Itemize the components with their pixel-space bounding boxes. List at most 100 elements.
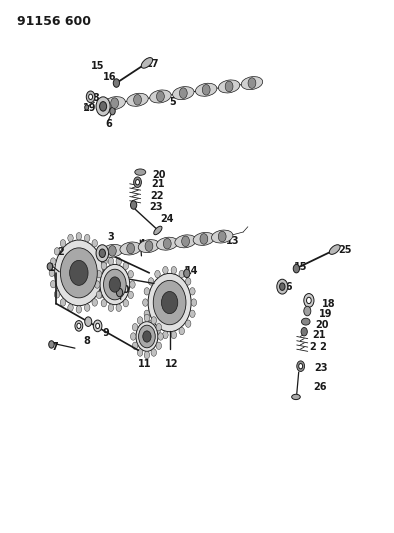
Ellipse shape [301, 318, 310, 325]
Ellipse shape [212, 230, 233, 243]
Circle shape [102, 258, 107, 265]
Ellipse shape [195, 83, 217, 96]
Circle shape [153, 280, 186, 325]
Text: 23: 23 [149, 201, 163, 212]
Ellipse shape [127, 93, 148, 106]
Ellipse shape [102, 244, 123, 257]
Circle shape [171, 266, 177, 274]
Circle shape [145, 241, 153, 252]
Text: 20: 20 [315, 320, 329, 330]
Circle shape [144, 288, 150, 295]
Text: 26: 26 [314, 382, 327, 392]
Circle shape [50, 280, 56, 288]
Circle shape [98, 248, 104, 255]
Text: 13: 13 [226, 236, 240, 246]
Circle shape [151, 349, 156, 356]
Circle shape [96, 270, 102, 278]
Circle shape [297, 361, 305, 372]
Circle shape [156, 342, 162, 350]
Circle shape [76, 232, 82, 240]
Text: 4: 4 [139, 239, 146, 249]
Circle shape [163, 331, 168, 338]
Circle shape [102, 280, 107, 288]
Circle shape [143, 299, 148, 306]
Ellipse shape [329, 245, 340, 254]
Circle shape [136, 321, 158, 351]
Ellipse shape [175, 235, 196, 248]
Circle shape [156, 324, 162, 331]
Circle shape [134, 177, 141, 188]
Circle shape [200, 233, 208, 244]
Circle shape [179, 327, 184, 335]
Text: 25: 25 [338, 245, 352, 255]
Circle shape [171, 331, 177, 338]
Circle shape [101, 300, 107, 307]
Text: 11: 11 [138, 359, 151, 369]
Text: 6: 6 [105, 119, 112, 130]
Circle shape [116, 288, 123, 297]
Circle shape [60, 239, 66, 247]
Circle shape [293, 264, 299, 273]
Ellipse shape [156, 237, 178, 250]
Circle shape [280, 283, 285, 290]
Circle shape [277, 279, 288, 294]
Circle shape [96, 97, 110, 116]
Text: 21: 21 [312, 330, 326, 341]
Circle shape [49, 269, 55, 277]
Circle shape [84, 235, 90, 242]
Circle shape [301, 327, 307, 336]
Circle shape [179, 88, 187, 99]
Circle shape [55, 240, 103, 306]
Circle shape [164, 238, 171, 249]
Circle shape [86, 91, 95, 103]
Circle shape [190, 288, 195, 295]
Circle shape [100, 102, 107, 111]
Circle shape [130, 281, 135, 288]
Circle shape [132, 324, 138, 331]
Circle shape [184, 269, 190, 278]
Circle shape [186, 278, 191, 285]
Ellipse shape [241, 77, 263, 90]
Circle shape [104, 269, 126, 300]
Text: 15: 15 [294, 262, 308, 271]
Text: 3: 3 [107, 232, 114, 242]
Circle shape [128, 291, 134, 298]
Circle shape [218, 231, 226, 242]
Circle shape [155, 327, 160, 335]
Circle shape [68, 235, 73, 242]
Circle shape [138, 317, 143, 324]
Circle shape [116, 304, 121, 311]
Text: 16: 16 [103, 71, 117, 82]
Circle shape [50, 258, 56, 265]
Text: 7: 7 [52, 342, 58, 352]
Text: 16: 16 [280, 281, 294, 292]
Ellipse shape [193, 232, 215, 245]
Circle shape [299, 364, 303, 369]
Circle shape [225, 81, 233, 92]
Text: 18: 18 [87, 93, 100, 103]
Circle shape [98, 290, 104, 298]
Text: 5: 5 [169, 97, 177, 107]
Text: 3: 3 [157, 285, 164, 295]
Circle shape [100, 264, 130, 305]
Circle shape [54, 290, 60, 298]
Text: 10: 10 [117, 285, 130, 295]
Circle shape [77, 323, 81, 328]
Circle shape [96, 323, 100, 328]
Circle shape [130, 333, 136, 340]
Circle shape [103, 269, 109, 277]
Circle shape [96, 291, 102, 298]
Circle shape [190, 310, 195, 318]
Circle shape [128, 270, 134, 278]
Text: 19: 19 [319, 309, 333, 319]
Circle shape [156, 91, 164, 102]
Ellipse shape [135, 169, 146, 175]
Circle shape [68, 304, 73, 311]
Circle shape [191, 299, 197, 306]
Ellipse shape [292, 394, 300, 400]
Circle shape [143, 331, 151, 342]
Text: 15: 15 [91, 61, 104, 71]
Text: 22: 22 [150, 191, 164, 201]
Text: 1: 1 [48, 263, 54, 272]
Circle shape [162, 292, 178, 313]
